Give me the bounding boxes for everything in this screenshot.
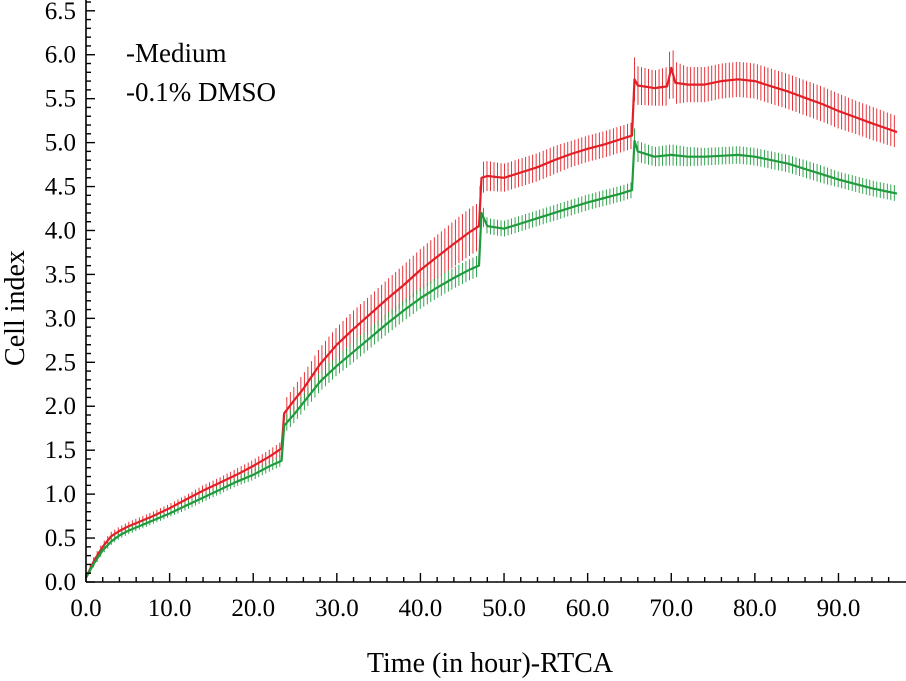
x-tick-label: 70.0 xyxy=(649,595,693,622)
y-tick-label: 6.0 xyxy=(45,42,76,69)
ticks-layer: 0.0 0.5 1.0 1.5 2.0 2.5 3.0 3.5 4.0 4.5 5.0 5.5 6.0 6… xyxy=(45,0,890,622)
y-tick-label: 3.0 xyxy=(45,305,76,332)
x-tick-label: 80.0 xyxy=(733,595,777,622)
series-layer xyxy=(85,50,898,579)
y-tick-label: 6.5 xyxy=(45,0,76,25)
y-axis-title: Cell index xyxy=(0,250,31,366)
series-dmso xyxy=(85,128,898,579)
y-tick-label: 2.5 xyxy=(45,349,76,376)
y-tick-label: 3.5 xyxy=(45,261,76,288)
x-tick-label: 30.0 xyxy=(315,595,359,622)
y-tick-label: 0.0 xyxy=(45,569,76,596)
error-bars xyxy=(89,128,895,574)
legend-label-dmso: -0.1% DMSO xyxy=(126,77,276,107)
x-tick-label: 90.0 xyxy=(817,595,861,622)
x-tick-label: 0.0 xyxy=(70,595,101,622)
y-tick-label: 5.0 xyxy=(45,130,76,157)
x-tick-label: 60.0 xyxy=(566,595,610,622)
x-tick-label: 40.0 xyxy=(399,595,443,622)
y-tick-label: 4.0 xyxy=(45,217,76,244)
series-line xyxy=(85,66,898,579)
y-tick-label: 4.5 xyxy=(45,174,76,201)
legend-label-medium: -Medium xyxy=(126,38,227,68)
y-tick-label: 0.5 xyxy=(45,525,76,552)
x-tick-label: 20.0 xyxy=(231,595,275,622)
y-tick-label: 1.0 xyxy=(45,481,76,508)
y-tick-label: 1.5 xyxy=(45,437,76,464)
legend: -Medium -0.1% DMSO xyxy=(126,38,276,107)
x-axis-title: Time (in hour)-RTCA xyxy=(367,648,614,679)
x-tick-label: 50.0 xyxy=(482,595,526,622)
series-line xyxy=(85,139,898,579)
x-tick-label: 10.0 xyxy=(148,595,192,622)
y-tick-label: 2.0 xyxy=(45,393,76,420)
series-medium xyxy=(85,50,898,579)
y-tick-label: 5.5 xyxy=(45,86,76,113)
